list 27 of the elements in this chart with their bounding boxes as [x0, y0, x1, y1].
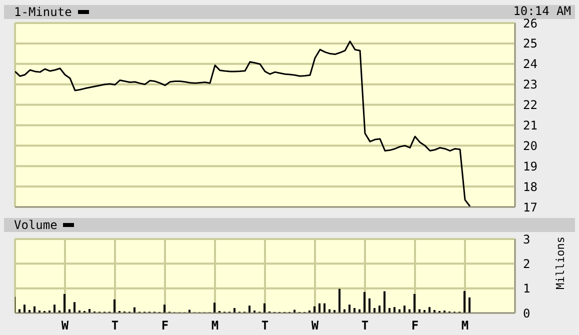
- y-tick-label: 26: [523, 16, 538, 30]
- y-tick-label: 0: [523, 306, 530, 320]
- text: 10:14 AM: [513, 4, 571, 18]
- y-tick-label: 18: [523, 180, 538, 194]
- y-tick-label: 20: [523, 138, 538, 153]
- y-tick-label: 23: [523, 78, 538, 92]
- x-tick-label: W: [311, 318, 320, 333]
- y-tick-label: 21: [523, 118, 538, 132]
- y-axis-title: Millions: [554, 236, 566, 290]
- legend-label: 1-Minute: [14, 5, 72, 19]
- x-tick-label: T: [361, 318, 369, 333]
- y-tick-label: 1: [523, 282, 530, 296]
- y-tick-label: 3: [523, 232, 530, 246]
- x-tick-label: F: [161, 318, 169, 333]
- y-tick-label: 19: [523, 159, 538, 174]
- y-tick-label: 17: [523, 200, 538, 214]
- legend-label: Volume: [14, 218, 58, 232]
- x-tick-label: M: [461, 318, 469, 333]
- x-tick-label: F: [411, 318, 419, 333]
- y-tick-label: 22: [523, 98, 538, 112]
- x-tick-label: W: [61, 318, 70, 333]
- y-tick-label: 24: [523, 57, 538, 72]
- y-tick-label: 2: [523, 256, 530, 271]
- x-tick-label: M: [211, 318, 219, 333]
- y-tick-label: 25: [523, 36, 538, 51]
- x-tick-label: T: [111, 318, 119, 333]
- x-tick-label: T: [261, 318, 269, 333]
